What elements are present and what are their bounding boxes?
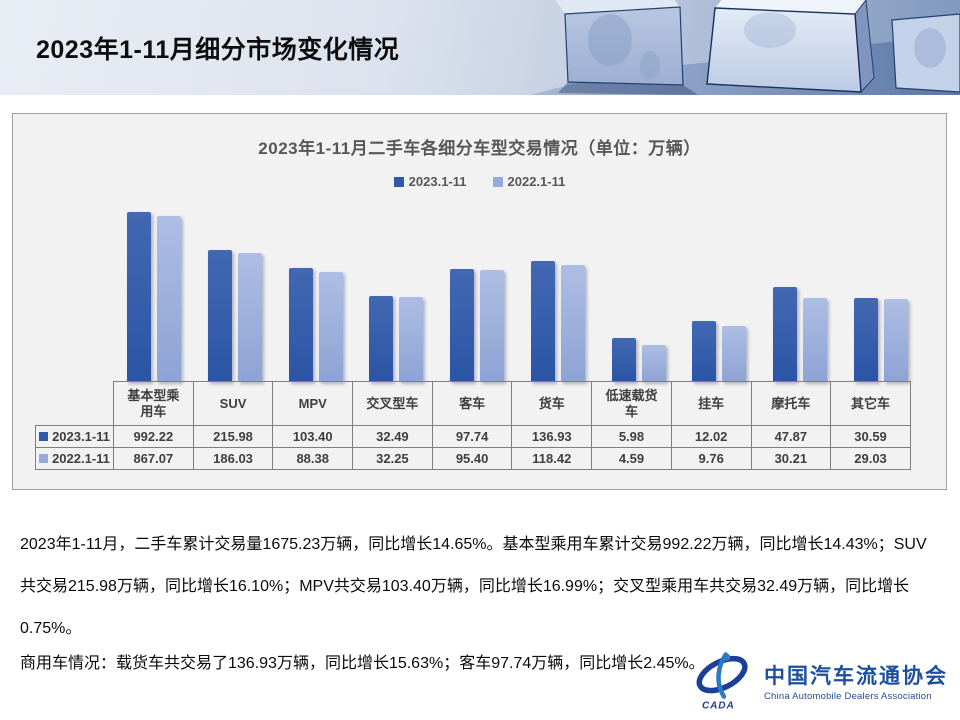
bar-2023.1-11-摩托车 bbox=[772, 286, 797, 382]
value-cell-2022.1-11-客车: 95.40 bbox=[431, 447, 513, 470]
value-cell-2023.1-11-MPV: 103.40 bbox=[272, 425, 354, 448]
logo-text: 中国汽车流通协会 China Automobile Dealers Associ… bbox=[764, 660, 948, 702]
column-header-货车: 货车 bbox=[511, 381, 593, 426]
legend-swatch-2022-icon bbox=[492, 176, 503, 187]
row-header-2022.1-11: 2022.1-11 bbox=[35, 447, 114, 470]
chart-legend: 2023.1-11 2022.1-11 bbox=[13, 174, 946, 189]
value-cell-2022.1-11-MPV: 88.38 bbox=[272, 447, 354, 470]
bar-plot bbox=[114, 191, 921, 382]
value-cell-2022.1-11-货车: 118.42 bbox=[511, 447, 593, 470]
bar-2022.1-11-摩托车 bbox=[802, 298, 827, 382]
bar-2022.1-11-挂车 bbox=[722, 325, 747, 382]
bar-2022.1-11-MPV bbox=[318, 271, 343, 382]
bar-2023.1-11-客车 bbox=[450, 269, 475, 382]
bar-2022.1-11-客车 bbox=[480, 269, 505, 382]
legend-label-2023: 2023.1-11 bbox=[408, 174, 467, 189]
bar-2023.1-11-SUV bbox=[208, 249, 233, 382]
analysis-line-1: 2023年1-11月，二手车累计交易量1675.23万辆，同比增长14.65%。… bbox=[20, 536, 927, 553]
value-cell-2023.1-11-摩托车: 47.87 bbox=[750, 425, 832, 448]
table-row-2023.1-11: 2023.1-11 992.22 215.98 103.40 32.49 97.74 136… bbox=[35, 425, 911, 448]
legend-swatch-2023-icon bbox=[393, 176, 404, 187]
column-header-MPV: MPV bbox=[272, 381, 354, 426]
value-cell-2022.1-11-其它车: 29.03 bbox=[830, 447, 911, 470]
value-cell-2023.1-11-挂车: 12.02 bbox=[670, 425, 752, 448]
row-swatch-icon bbox=[39, 432, 49, 441]
bar-2022.1-11-SUV bbox=[238, 253, 263, 382]
chart-title: 2023年1-11月二手车各细分车型交易情况（单位：万辆） bbox=[258, 139, 701, 158]
logo: CADA 中国汽车流通协会 China Automobile Dealers A… bbox=[691, 650, 948, 712]
value-cell-2023.1-11-客车: 97.74 bbox=[431, 425, 513, 448]
cada-emblem-text: CADA bbox=[702, 700, 735, 711]
bar-2023.1-11-低速载货车 bbox=[611, 338, 636, 382]
analysis-line-3: 0.75%。 bbox=[20, 620, 82, 637]
bar-2022.1-11-基本型乘用车 bbox=[157, 215, 182, 382]
value-cell-2023.1-11-基本型乘用车: 992.22 bbox=[113, 425, 194, 448]
cada-emblem-icon: CADA bbox=[696, 652, 748, 711]
bar-2022.1-11-交叉型车 bbox=[399, 296, 424, 382]
table-row-2022.1-11: 2022.1-11 867.07 186.03 88.38 32.25 95.40 118.… bbox=[35, 447, 911, 470]
bar-2023.1-11-挂车 bbox=[692, 320, 717, 382]
row-swatch-icon bbox=[39, 454, 49, 463]
column-header-SUV: SUV bbox=[192, 381, 274, 426]
analysis-text: 2023年1-11月，二手车累计交易量1675.23万辆，同比增长14.65%。… bbox=[20, 524, 952, 685]
bar-2023.1-11-交叉型车 bbox=[369, 296, 394, 382]
column-header-其它车: 其它车 bbox=[830, 381, 911, 426]
bar-2023.1-11-货车 bbox=[530, 260, 555, 382]
legend-item-2022: 2022.1-11 bbox=[492, 174, 566, 189]
bar-2022.1-11-低速载货车 bbox=[641, 344, 666, 382]
table-corner-cell bbox=[35, 381, 114, 426]
bar-2022.1-11-其它车 bbox=[883, 299, 908, 382]
logo-name-cn: 中国汽车流通协会 bbox=[764, 665, 948, 688]
cubes-graphic bbox=[530, 0, 960, 95]
value-cell-2022.1-11-摩托车: 30.21 bbox=[750, 447, 832, 470]
bar-2023.1-11-基本型乘用车 bbox=[127, 212, 152, 382]
analysis-line-4: 商用车情况：载货车共交易了136.93万辆，同比增长15.63%；客车97.74… bbox=[20, 655, 705, 672]
value-cell-2022.1-11-交叉型车: 32.25 bbox=[352, 447, 433, 470]
value-cell-2022.1-11-基本型乘用车: 867.07 bbox=[113, 447, 194, 470]
bar-2023.1-11-其它车 bbox=[853, 297, 878, 382]
value-cell-2023.1-11-SUV: 215.98 bbox=[192, 425, 274, 448]
logo-name-en: China Automobile Dealers Association bbox=[764, 691, 932, 702]
header-band: 2023年1-11月细分市场变化情况 bbox=[0, 0, 960, 95]
column-header-挂车: 挂车 bbox=[670, 381, 752, 426]
data-table: 基本型乘用车 SUV MPV 交叉型车 客车 货车 低速载货车 挂车 摩托车 其它车 2023.1-… bbox=[35, 381, 911, 470]
row-header-2023.1-11: 2023.1-11 bbox=[35, 425, 114, 448]
column-header-摩托车: 摩托车 bbox=[750, 381, 832, 426]
bar-2023.1-11-MPV bbox=[288, 267, 313, 382]
value-cell-2023.1-11-交叉型车: 32.49 bbox=[352, 425, 433, 448]
table-header-row: 基本型乘用车 SUV MPV 交叉型车 客车 货车 低速载货车 挂车 摩托车 其它车 bbox=[35, 381, 911, 426]
column-header-客车: 客车 bbox=[431, 381, 513, 426]
chart-panel: 2023年1-11月二手车各细分车型交易情况（单位：万辆） 2023.1-11 … bbox=[12, 113, 947, 490]
value-cell-2022.1-11-低速载货车: 4.59 bbox=[591, 447, 672, 470]
column-header-低速载货车: 低速载货车 bbox=[591, 381, 672, 426]
value-cell-2023.1-11-货车: 136.93 bbox=[511, 425, 593, 448]
value-cell-2023.1-11-低速载货车: 5.98 bbox=[591, 425, 672, 448]
value-cell-2023.1-11-其它车: 30.59 bbox=[830, 425, 911, 448]
value-cell-2022.1-11-挂车: 9.76 bbox=[670, 447, 752, 470]
legend-item-2023: 2023.1-11 bbox=[393, 174, 467, 189]
analysis-line-2: 共交易215.98万辆，同比增长16.10%；MPV共交易103.40万辆，同比… bbox=[20, 578, 910, 595]
legend-label-2022: 2022.1-11 bbox=[507, 174, 566, 189]
bar-2022.1-11-货车 bbox=[560, 264, 585, 382]
page-title: 2023年1-11月细分市场变化情况 bbox=[36, 35, 400, 64]
value-cell-2022.1-11-SUV: 186.03 bbox=[192, 447, 274, 470]
column-header-基本型乘用车: 基本型乘用车 bbox=[113, 381, 194, 426]
column-header-交叉型车: 交叉型车 bbox=[352, 381, 433, 426]
